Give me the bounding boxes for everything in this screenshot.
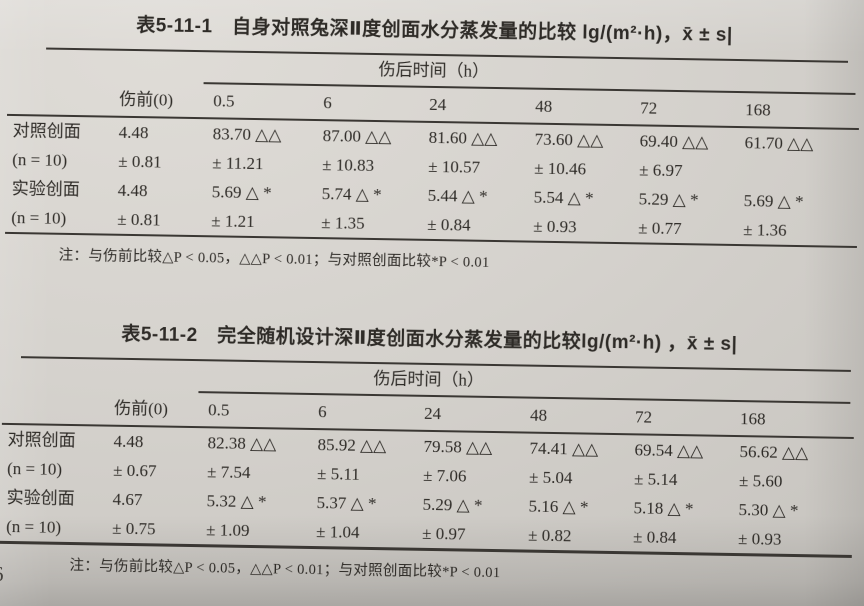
- column-header: 48: [529, 405, 548, 425]
- table-cell: ± 0.97: [421, 523, 466, 544]
- table-cell: ± 1.04: [315, 522, 360, 542]
- table-cell: ± 0.84: [427, 214, 471, 235]
- table-cell: ± 0.84: [632, 527, 677, 548]
- row-label: 实验创面: [6, 488, 75, 509]
- table2-grid: 伤后时间（h） 伤前(0) 0.5 6 24 48 72 168 对照创面 4.…: [0, 356, 855, 558]
- table-cell: 85.92 △△: [317, 435, 387, 456]
- table1-grid: 伤后时间（h） 伤前(0) 0.5 6 24 48 72 168 对照创面 4.…: [5, 47, 860, 249]
- column-header: 168: [745, 99, 771, 120]
- table-cell: ± 10.46: [534, 158, 587, 179]
- table-cell: 5.16 △ *: [528, 496, 589, 517]
- column-header: 伤前(0): [119, 89, 174, 110]
- row-label: (n = 10): [11, 207, 67, 228]
- column-header: 0.5: [213, 91, 235, 111]
- table-cell: 79.58 △△: [423, 436, 493, 458]
- table-cell: 5.69 △ *: [743, 190, 804, 211]
- table-cell: ± 5.04: [528, 467, 573, 488]
- table-cell: 69.40 △△: [639, 131, 709, 152]
- table-5-11-1: 表5-11-1 自身对照兔深Ⅱ度创面水分蒸发量的比较 lg/(m²·h)，x̄ …: [5, 0, 861, 278]
- table-cell: 83.70 △△: [212, 124, 282, 145]
- table-cell: ± 10.83: [322, 154, 375, 175]
- table-cell: ± 1.35: [321, 212, 365, 233]
- row-label: 实验创面: [11, 178, 80, 199]
- table-cell: 81.60 △△: [428, 127, 498, 148]
- table-cell: ± 1.36: [743, 219, 787, 240]
- table-cell: ± 7.06: [422, 465, 467, 486]
- table-cell: 5.18 △ *: [633, 498, 694, 519]
- table-cell: 5.32 △ *: [206, 491, 267, 512]
- column-header: 伤前(0): [114, 398, 169, 419]
- page-number: 6: [0, 562, 4, 587]
- table-cell: ± 0.81: [117, 209, 161, 230]
- table-cell: 5.30 △ *: [738, 500, 799, 521]
- column-header: 24: [423, 403, 442, 424]
- table-cell: 5.37 △ *: [316, 493, 377, 514]
- row-label: (n = 10): [6, 459, 63, 479]
- column-header: 0.5: [207, 400, 230, 420]
- column-header: 24: [429, 94, 447, 114]
- column-header: 72: [634, 407, 653, 427]
- column-header: [2, 390, 105, 425]
- column-header: 6: [323, 92, 332, 113]
- table-cell: 4.48: [118, 122, 149, 143]
- table2-title: 表5-11-2 完全随机设计深Ⅱ度创面水分蒸发量的比较lg/(m²·h) ，x̄…: [121, 324, 738, 356]
- table-cell: 5.29 △ *: [638, 189, 699, 210]
- table-cell: 5.69 △ *: [211, 182, 272, 203]
- table-cell: 5.54 △ *: [533, 187, 594, 208]
- table-cell: ± 6.97: [639, 160, 683, 180]
- table-cell: ± 5.60: [738, 471, 783, 491]
- table-cell: ± 5.14: [633, 469, 678, 490]
- table-cell: ± 0.93: [737, 529, 782, 549]
- column-header: 6: [317, 402, 327, 422]
- table-cell: 69.54 △△: [634, 440, 704, 461]
- table-cell: ± 7.54: [206, 462, 251, 483]
- table-cell: 5.29 △ *: [422, 494, 483, 515]
- column-header: [7, 81, 110, 116]
- column-header: 72: [640, 98, 658, 118]
- row-label: 对照创面: [12, 120, 81, 141]
- table-cell: 5.74 △ *: [321, 183, 382, 204]
- table-cell: 61.70 △△: [744, 132, 814, 154]
- table-cell: ± 0.82: [527, 525, 572, 546]
- table-cell: ± 0.67: [112, 460, 157, 481]
- table-cell: 82.38 △△: [207, 433, 277, 454]
- table-cell: 5.44 △ *: [427, 185, 488, 206]
- table-cell: ± 1.21: [211, 211, 255, 231]
- table-cell: ± 0.77: [638, 218, 682, 238]
- table-cell: ± 0.75: [112, 518, 156, 539]
- table-cell: 87.00 △△: [322, 125, 392, 147]
- table-5-11-2: 表5-11-2 完全随机设计深Ⅱ度创面水分蒸发量的比较lg/(m²·h) ，x̄…: [0, 264, 856, 587]
- page-content: 表5-11-1 自身对照兔深Ⅱ度创面水分蒸发量的比较 lg/(m²·h)，x̄ …: [0, 0, 861, 587]
- table-cell: 56.62 △△: [739, 442, 809, 463]
- table-cell: [734, 157, 858, 188]
- table-cell: 4.48: [117, 180, 148, 201]
- row-label: 对照创面: [7, 430, 76, 451]
- column-header: 168: [739, 409, 766, 429]
- table-cell: ± 10.57: [428, 156, 481, 177]
- table-cell: 4.48: [113, 431, 144, 452]
- row-label: (n = 10): [6, 517, 62, 537]
- table-cell: 74.41 △△: [529, 438, 599, 459]
- table-cell: 73.60 △△: [534, 129, 604, 150]
- table1-title: 表5-11-1 自身对照兔深Ⅱ度创面水分蒸发量的比较 lg/(m²·h)，x̄ …: [136, 15, 733, 46]
- table-cell: ± 5.11: [316, 464, 360, 484]
- table-cell: ± 11.21: [212, 153, 264, 173]
- table-cell: ± 1.09: [206, 520, 250, 541]
- table-cell: ± 0.81: [118, 151, 162, 172]
- table-cell: 4.67: [112, 489, 143, 510]
- table-cell: ± 0.93: [533, 216, 577, 237]
- column-header: 48: [535, 96, 553, 116]
- row-label: (n = 10): [12, 149, 68, 170]
